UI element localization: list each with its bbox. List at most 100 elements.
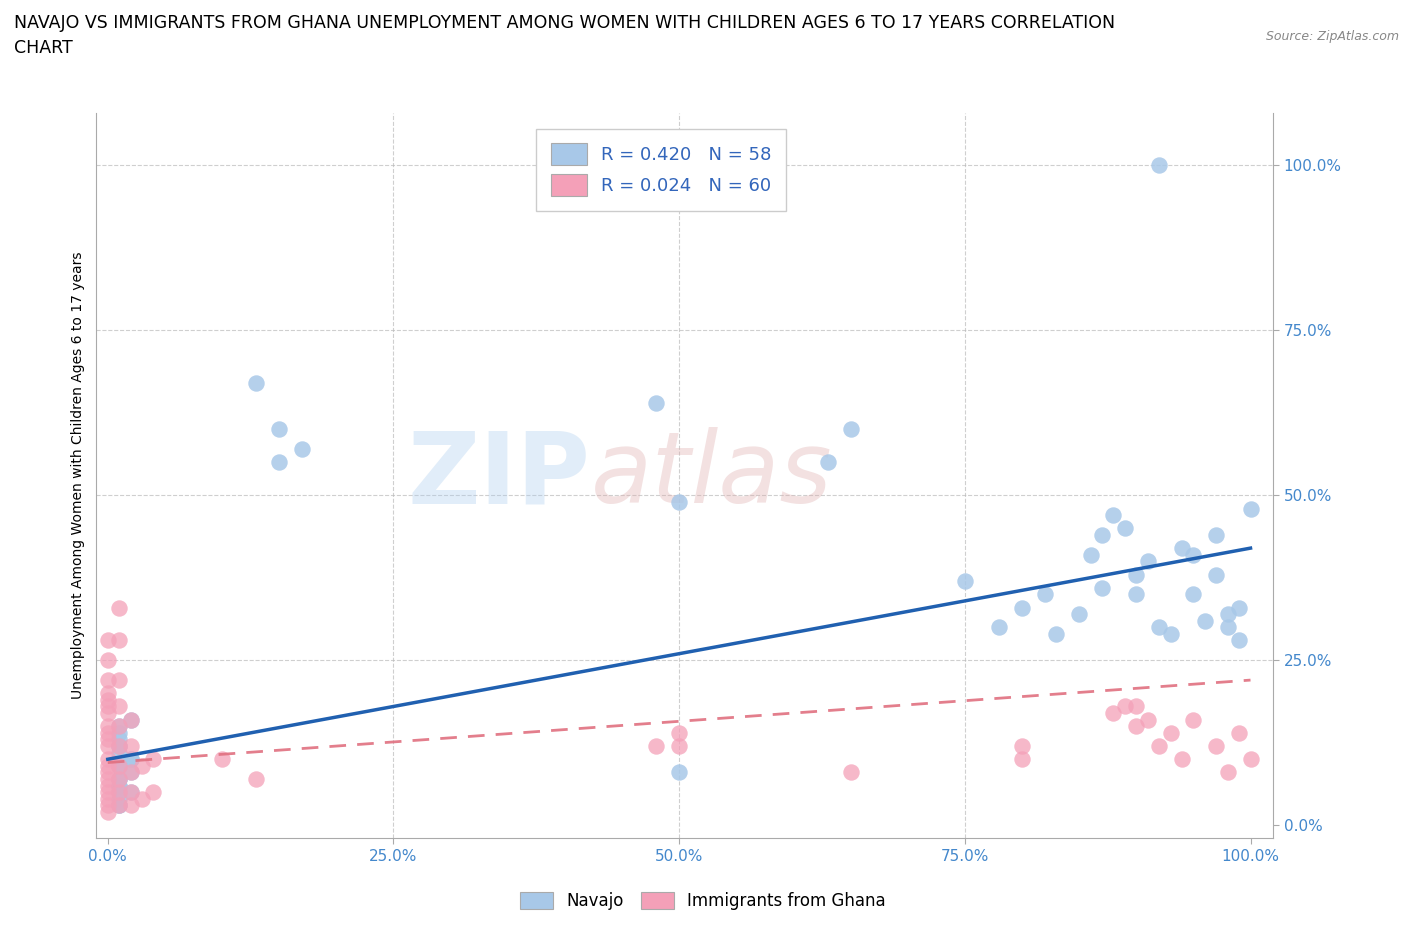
Point [1239, 751, 1261, 766]
Point [1227, 600, 1250, 615]
Point [97, 751, 120, 766]
Point [97, 719, 120, 734]
Point [1216, 765, 1239, 780]
Point [291, 442, 314, 457]
Point [988, 620, 1011, 635]
Point [1045, 627, 1067, 642]
Point [131, 759, 153, 774]
Y-axis label: Unemployment Among Women with Children Ages 6 to 17 years: Unemployment Among Women with Children A… [72, 252, 86, 699]
Point [120, 798, 142, 813]
Point [108, 778, 131, 793]
Point [1102, 706, 1125, 721]
Point [269, 455, 291, 470]
Point [1011, 600, 1033, 615]
Point [108, 785, 131, 800]
Point [108, 759, 131, 774]
Point [1033, 587, 1056, 602]
Point [1125, 567, 1147, 582]
Point [839, 765, 862, 780]
Point [1147, 738, 1170, 753]
Point [1069, 606, 1091, 621]
Point [1227, 725, 1250, 740]
Point [97, 798, 120, 813]
Point [108, 732, 131, 747]
Point [97, 653, 120, 668]
Point [108, 759, 131, 774]
Text: NAVAJO VS IMMIGRANTS FROM GHANA UNEMPLOYMENT AMONG WOMEN WITH CHILDREN AGES 6 TO: NAVAJO VS IMMIGRANTS FROM GHANA UNEMPLOY… [14, 14, 1115, 32]
Text: ZIP: ZIP [408, 427, 591, 524]
Point [245, 376, 267, 391]
Point [97, 772, 120, 787]
Point [120, 751, 142, 766]
Point [108, 699, 131, 714]
Point [1182, 712, 1205, 727]
Point [97, 738, 120, 753]
Point [108, 798, 131, 813]
Point [108, 772, 131, 787]
Point [1205, 527, 1227, 542]
Point [1171, 540, 1194, 555]
Point [668, 738, 690, 753]
Text: Source: ZipAtlas.com: Source: ZipAtlas.com [1265, 30, 1399, 43]
Point [1125, 699, 1147, 714]
Point [120, 785, 142, 800]
Point [108, 725, 131, 740]
Point [1160, 627, 1182, 642]
Point [108, 772, 131, 787]
Point [120, 712, 142, 727]
Point [131, 791, 153, 806]
Point [1194, 613, 1216, 628]
Point [97, 791, 120, 806]
Point [108, 785, 131, 800]
Point [108, 633, 131, 648]
Point [245, 772, 267, 787]
Point [108, 738, 131, 753]
Point [97, 685, 120, 700]
Point [1205, 738, 1227, 753]
Point [108, 738, 131, 753]
Point [120, 738, 142, 753]
Point [108, 772, 131, 787]
Point [97, 804, 120, 819]
Point [1114, 521, 1136, 536]
Point [1114, 699, 1136, 714]
Point [1239, 501, 1261, 516]
Point [1182, 587, 1205, 602]
Point [120, 765, 142, 780]
Text: atlas: atlas [591, 427, 832, 524]
Point [211, 751, 233, 766]
Point [108, 745, 131, 760]
Point [1216, 620, 1239, 635]
Point [97, 699, 120, 714]
Point [108, 778, 131, 793]
Point [1011, 738, 1033, 753]
Point [108, 719, 131, 734]
Point [1147, 158, 1170, 173]
Point [97, 633, 120, 648]
Point [1147, 620, 1170, 635]
Text: CHART: CHART [14, 39, 73, 57]
Point [108, 738, 131, 753]
Point [108, 759, 131, 774]
Point [97, 759, 120, 774]
Point [1080, 547, 1102, 562]
Point [108, 600, 131, 615]
Point [953, 574, 976, 589]
Point [97, 732, 120, 747]
Point [1171, 751, 1194, 766]
Legend: R = 0.420   N = 58, R = 0.024   N = 60: R = 0.420 N = 58, R = 0.024 N = 60 [537, 129, 786, 211]
Point [108, 719, 131, 734]
Point [668, 725, 690, 740]
Point [120, 765, 142, 780]
Point [120, 712, 142, 727]
Point [1091, 527, 1114, 542]
Point [1136, 712, 1159, 727]
Point [839, 422, 862, 437]
Point [269, 422, 291, 437]
Point [97, 778, 120, 793]
Point [142, 751, 165, 766]
Point [668, 495, 690, 510]
Point [1011, 751, 1033, 766]
Point [108, 672, 131, 687]
Point [1125, 587, 1147, 602]
